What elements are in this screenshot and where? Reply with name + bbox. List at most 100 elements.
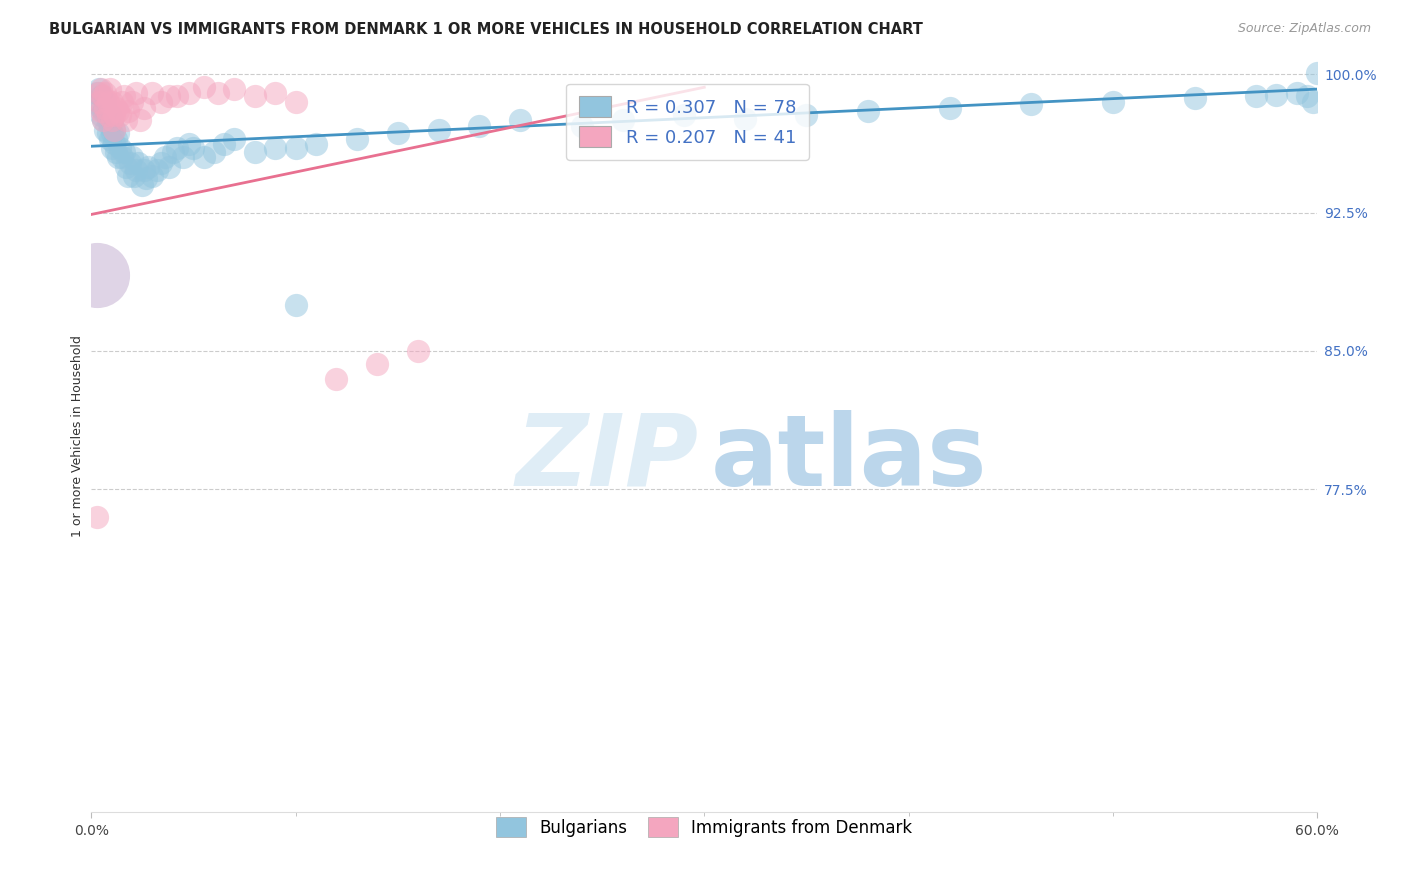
Point [104,101,127,115]
Point [100,141,122,155]
Point [149,95,172,109]
Point [734,112,756,126]
Point [264,86,287,100]
Point [100,126,122,140]
Point [107,150,129,164]
Point [305,137,328,152]
Point [90,104,112,119]
Point [243,89,266,103]
Point [387,126,409,140]
Point [89,95,111,109]
Point [103,122,125,136]
Point [134,163,156,178]
Point [149,156,172,170]
Point [115,113,138,128]
Point [172,150,194,164]
Point [224,82,246,96]
Point [89,86,111,100]
Point [157,160,180,174]
Text: Source: ZipAtlas.com: Source: ZipAtlas.com [1237,22,1371,36]
Point [1244,89,1267,103]
Point [153,150,176,164]
Point [129,113,152,128]
Point [207,86,229,100]
Point [856,104,879,119]
Point [122,169,145,183]
Point [509,113,531,128]
Point [193,80,215,95]
Point [1296,89,1319,103]
Point [86,509,108,524]
Point [111,95,134,109]
Point [104,145,127,159]
Point [98,108,121,122]
Point [212,137,235,152]
Point [127,156,149,170]
Point [193,150,215,164]
Y-axis label: 1 or more Vehicles in Household: 1 or more Vehicles in Household [72,334,84,537]
Point [93,113,115,128]
Point [107,104,129,119]
Point [145,163,167,178]
Point [96,108,118,122]
Point [125,163,148,178]
Point [284,141,307,155]
Point [366,357,388,371]
Point [183,141,205,155]
Point [118,156,141,170]
Point [90,101,112,115]
Point [1306,65,1329,79]
Point [94,95,117,109]
Text: atlas: atlas [710,409,987,507]
Point [100,113,122,128]
Point [134,101,156,115]
Point [89,95,111,109]
Point [112,145,135,159]
Point [427,122,450,136]
Point [141,169,163,183]
Point [96,126,118,140]
Point [86,86,108,100]
Point [111,150,134,164]
Point [98,82,121,96]
Point [141,86,163,100]
Point [100,95,122,109]
Point [325,371,347,385]
Point [179,86,201,100]
Point [166,89,188,103]
Point [346,132,368,146]
Point [112,89,135,103]
Text: BULGARIAN VS IMMIGRANTS FROM DENMARK 1 OR MORE VEHICLES IN HOUSEHOLD CORRELATION: BULGARIAN VS IMMIGRANTS FROM DENMARK 1 O… [49,22,924,37]
Point [131,178,153,192]
Point [1285,86,1308,100]
Point [179,137,201,152]
Point [1265,87,1288,102]
Point [796,108,818,122]
Point [93,89,115,103]
Point [125,86,148,100]
Point [108,108,131,122]
Point [104,132,127,146]
Point [202,145,225,159]
Point [117,104,139,119]
Point [121,95,143,109]
Point [94,122,117,136]
Point [103,108,125,122]
Point [264,141,287,155]
Point [117,169,139,183]
Point [162,145,184,159]
Point [115,160,138,174]
Point [93,113,115,128]
Point [157,89,180,103]
Point [284,95,307,109]
Point [96,95,118,109]
Point [672,108,695,122]
Point [224,132,246,146]
Point [98,132,121,146]
Point [98,119,121,133]
Point [89,82,111,96]
Point [1102,95,1125,109]
Point [284,298,307,312]
Point [93,104,115,119]
Point [107,126,129,140]
